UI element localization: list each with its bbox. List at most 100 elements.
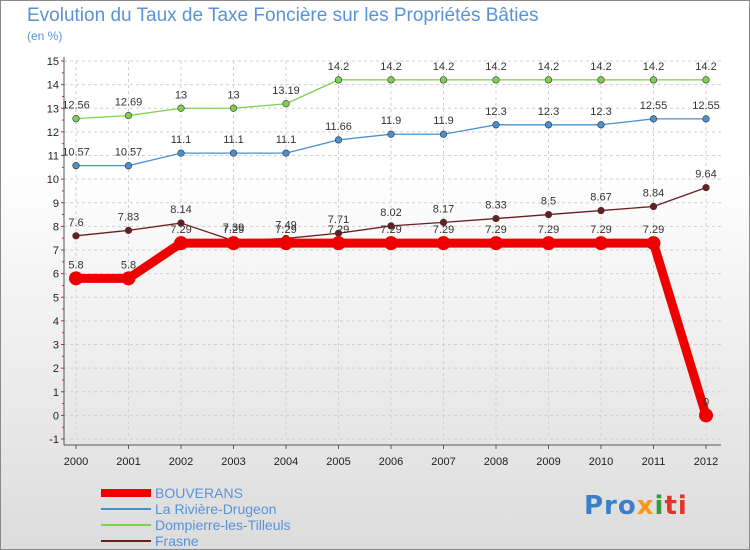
data-label: 14.2: [433, 61, 454, 73]
data-point: [177, 219, 185, 227]
data-point: [646, 236, 661, 251]
data-label: 14.2: [380, 61, 401, 73]
legend-swatch: [101, 489, 151, 497]
y-tick-label: 8: [53, 221, 59, 233]
data-point: [544, 121, 553, 129]
data-label: 12.3: [485, 106, 506, 118]
x-tick-label: 2005: [326, 456, 350, 468]
data-label: 14.2: [538, 61, 559, 73]
data-label: 14.2: [695, 61, 716, 73]
data-point: [649, 202, 658, 211]
data-point: [282, 149, 290, 157]
chart-unit-label: (en %): [27, 29, 63, 43]
data-point: [699, 408, 713, 423]
data-label: 7.29: [223, 224, 244, 236]
data-point: [492, 76, 500, 84]
data-label: 8.17: [433, 203, 454, 215]
y-tick-label: 4: [53, 316, 59, 328]
legend-swatch: [101, 540, 151, 542]
data-point: [544, 76, 553, 84]
x-tick-label: 2011: [642, 456, 666, 468]
y-tick-label: 6: [53, 269, 59, 281]
series-line: [71, 238, 711, 420]
data-point: [541, 236, 556, 251]
data-point: [649, 115, 658, 123]
chart-title: Evolution du Taux de Taxe Foncière sur l…: [27, 5, 539, 26]
data-point: [177, 149, 185, 157]
data-label: 14.2: [328, 61, 349, 73]
data-point: [282, 100, 290, 108]
legend-swatch: [101, 524, 151, 526]
data-label: 12.56: [62, 100, 90, 112]
data-label: 14.2: [485, 61, 506, 73]
data-point: [387, 76, 395, 84]
legend-label: La Rivière-Drugeon: [155, 501, 277, 517]
data-point: [439, 76, 448, 84]
y-tick-label: 12: [47, 127, 59, 139]
data-point: [597, 206, 605, 215]
data-point: [124, 162, 133, 170]
data-label: 13: [175, 89, 187, 101]
y-tick-label: 1: [53, 387, 59, 399]
proxiti-logo: Proxiti: [584, 491, 688, 521]
data-point: [702, 115, 710, 123]
legend-swatch: [101, 508, 151, 510]
data-label: 7.29: [275, 224, 296, 236]
y-tick-label: 5: [53, 292, 59, 304]
data-label: 7.83: [118, 211, 139, 223]
logo-part: i: [654, 491, 665, 521]
data-label: 8.67: [590, 192, 611, 204]
data-label: 11.9: [433, 115, 454, 127]
data-point: [226, 236, 241, 251]
data-label: 11.66: [325, 121, 352, 133]
data-point: [492, 214, 500, 223]
data-point: [174, 236, 188, 251]
x-tick-label: 2004: [274, 456, 298, 468]
data-label: 7.29: [643, 224, 664, 236]
data-label: 12.69: [115, 97, 143, 109]
y-tick-label: 3: [53, 340, 59, 352]
data-point: [69, 271, 83, 286]
data-point: [121, 271, 136, 286]
data-point: [436, 236, 451, 251]
data-label: 11.9: [381, 115, 402, 127]
data-point: [229, 104, 238, 112]
data-label: 9.64: [695, 169, 716, 181]
data-label: 7.49: [275, 219, 296, 231]
data-label: 12.55: [640, 100, 668, 112]
data-label: 13.19: [272, 85, 300, 97]
series-layer: [69, 76, 713, 423]
data-point: [177, 104, 185, 112]
data-point: [702, 76, 710, 84]
data-label: 5.8: [121, 259, 136, 271]
data-point: [597, 76, 605, 84]
x-tick-label: 2006: [379, 456, 403, 468]
x-tick-label: 2007: [431, 456, 455, 468]
data-point: [387, 222, 395, 230]
legend-label: BOUVERANS: [155, 485, 243, 501]
legend: BOUVERANS La Rivière-Drugeon Dompierre-les…: [101, 485, 361, 549]
y-tick-label: 13: [47, 103, 59, 115]
legend-label: Dompierre-les-Tilleuls: [155, 517, 291, 533]
x-tick-label: 2010: [589, 456, 613, 468]
data-point: [124, 111, 133, 120]
y-tick-label: 11: [48, 151, 59, 163]
data-label: 7.29: [433, 224, 454, 236]
data-label: 7.29: [538, 224, 559, 236]
data-label: 8.84: [643, 188, 664, 200]
data-point: [334, 136, 343, 144]
data-label: 11.1: [223, 134, 244, 146]
data-point: [334, 76, 343, 84]
data-label: 14.2: [643, 61, 664, 73]
data-label: 7.29: [380, 224, 401, 236]
y-tick-label: 10: [47, 174, 59, 186]
logo-part: x: [636, 491, 655, 521]
data-point: [72, 115, 80, 123]
data-label: 12.3: [538, 106, 559, 118]
data-label: 8.33: [485, 200, 506, 212]
data-point: [702, 184, 710, 192]
y-tick-label: 0: [53, 410, 59, 422]
